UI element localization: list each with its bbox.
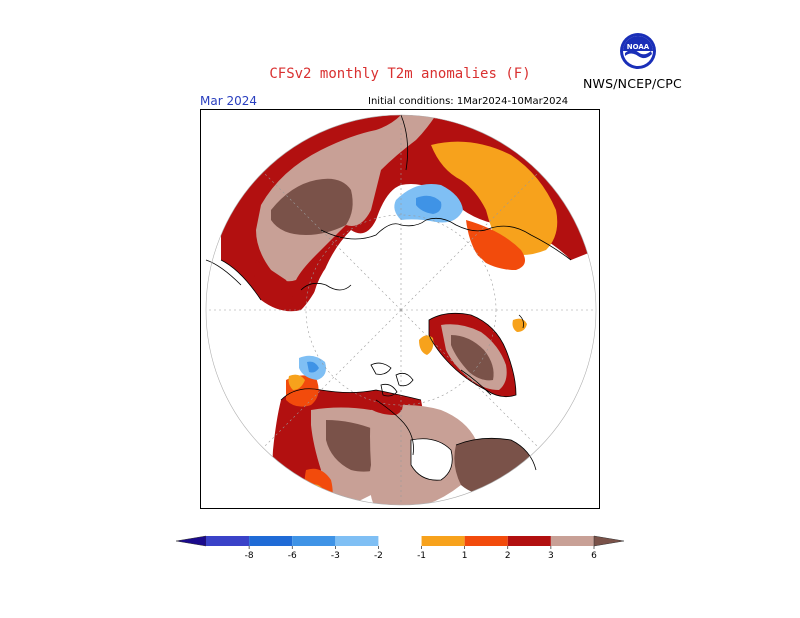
legend-svg: -8-6-3-2-112368	[175, 535, 640, 561]
anomaly-region-eurasia-brown	[271, 178, 353, 235]
legend-tick-label: 2	[505, 551, 511, 561]
agency-label: NWS/NCEP/CPC	[583, 76, 682, 91]
noaa-logo-text: NOAA	[627, 43, 650, 51]
forecast-month: Mar 2024	[200, 94, 257, 108]
legend-tick-label: -6	[288, 551, 297, 561]
legend-swatch	[249, 536, 293, 546]
color-legend: -8-6-3-2-112368	[170, 528, 640, 568]
legend-tick-label: -1	[417, 551, 426, 561]
legend-tick-label: -3	[331, 551, 340, 561]
anomaly-map	[200, 109, 600, 509]
legend-tick-label: 6	[591, 551, 597, 561]
legend-swatch	[292, 536, 336, 546]
noaa-logo: NOAA	[619, 32, 657, 70]
anomaly-region-east-redorange	[466, 220, 525, 270]
legend-swatch	[206, 536, 250, 546]
legend-tick-label: -2	[374, 551, 383, 561]
legend-swatch	[378, 536, 422, 546]
legend-tick-label: 1	[462, 551, 468, 561]
map-boundary-circle	[205, 114, 597, 506]
anomaly-region-east-orange	[431, 141, 558, 255]
legend-swatch	[464, 536, 508, 546]
anomaly-region-hudson-neutral	[411, 438, 453, 481]
polar-map-svg	[205, 114, 597, 506]
legend-swatch	[335, 536, 379, 546]
legend-swatch	[507, 536, 551, 546]
coastlines	[205, 114, 572, 481]
initial-conditions: Initial conditions: 1Mar2024-10Mar2024	[368, 96, 569, 107]
anomaly-region-eurasia-red-2	[254, 260, 293, 307]
legend-tick-label: 3	[548, 551, 554, 561]
legend-swatch	[550, 536, 594, 546]
anomaly-region-alaska-yellow	[288, 374, 305, 390]
legend-arrow-high	[593, 535, 625, 547]
graticule	[206, 115, 596, 505]
legend-arrow-low	[175, 535, 207, 547]
legend-tick-label: -8	[245, 551, 254, 561]
anomaly-region-alaska-blue-2	[307, 361, 319, 373]
anomaly-region-greenland-brown	[451, 335, 494, 381]
map-title: CFSv2 monthly T2m anomalies (F)	[269, 66, 531, 82]
anomaly-region-cold-blue-2	[416, 195, 442, 214]
legend-swatch	[421, 536, 465, 546]
anomaly-region-greenland-orange	[419, 335, 434, 355]
anomaly-region-canada-red	[366, 393, 403, 415]
